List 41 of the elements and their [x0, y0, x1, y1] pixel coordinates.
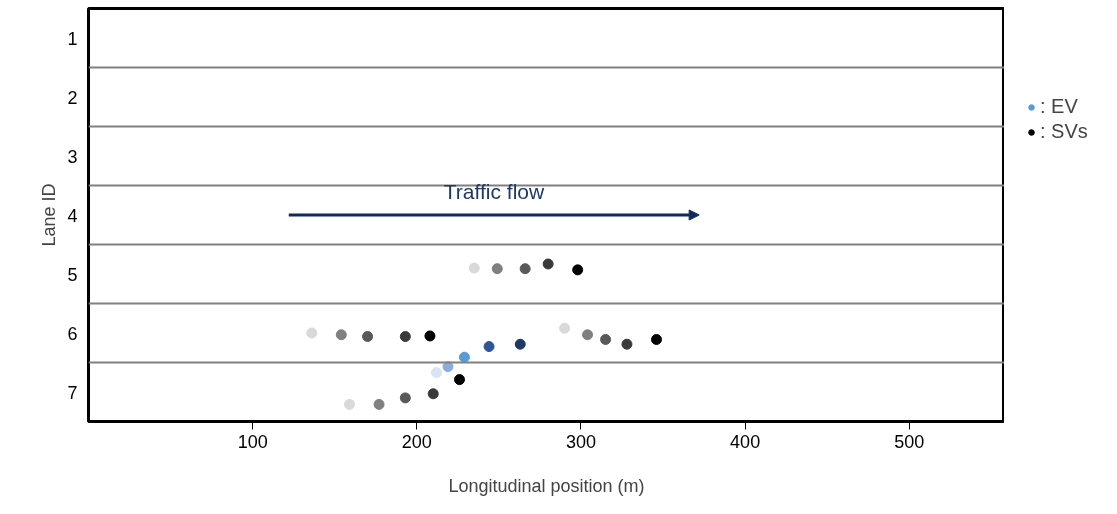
- legend-label: : SVs: [1040, 120, 1088, 143]
- point: [399, 392, 411, 404]
- point: [491, 263, 503, 275]
- y-axis-title: Lane ID: [39, 183, 60, 247]
- x-tick-label: 200: [401, 431, 432, 452]
- point: [582, 329, 594, 341]
- x-axis-title: Longitudinal position (m): [448, 475, 645, 496]
- y-tick-label: 1: [67, 28, 78, 49]
- point: [483, 341, 495, 353]
- y-tick-label: 3: [67, 146, 78, 167]
- point: [542, 258, 554, 270]
- point: [458, 351, 470, 363]
- point: [468, 262, 480, 274]
- point: [650, 334, 662, 345]
- point: [519, 263, 531, 275]
- point: [362, 331, 374, 343]
- point: [399, 331, 411, 343]
- y-tick-label: 6: [67, 323, 78, 344]
- y-tick-label: 5: [67, 264, 78, 285]
- annotation: Traffic flow: [443, 179, 545, 203]
- point: [514, 338, 526, 350]
- point: [344, 398, 356, 410]
- point: [427, 388, 439, 400]
- y-tick-label: 7: [67, 382, 78, 403]
- point: [600, 334, 612, 345]
- point: [424, 330, 436, 342]
- point: [431, 367, 443, 379]
- legend-label: : EV: [1040, 95, 1078, 118]
- x-tick-label: 300: [565, 431, 596, 452]
- y-tick-label: 2: [67, 87, 78, 108]
- point: [621, 338, 633, 350]
- point: [335, 329, 347, 341]
- point: [306, 327, 318, 339]
- x-tick-label: 400: [730, 431, 761, 452]
- x-tick-label: 100: [237, 431, 268, 452]
- point: [559, 322, 571, 334]
- x-tick-label: 500: [894, 431, 925, 452]
- point: [572, 264, 584, 276]
- point: [373, 398, 385, 410]
- y-tick-label: 4: [67, 205, 78, 226]
- point: [454, 374, 465, 386]
